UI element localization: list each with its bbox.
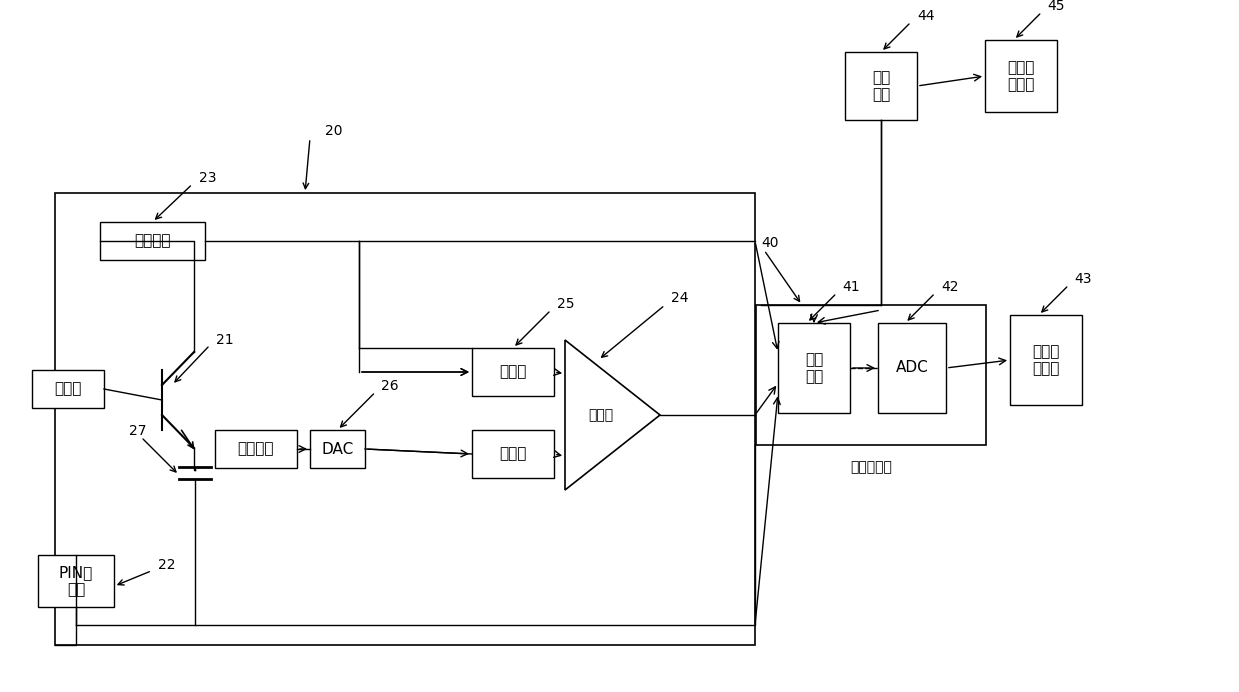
Bar: [216, 430, 297, 468]
Bar: [55, 193, 755, 645]
Bar: [1010, 315, 1082, 405]
Bar: [310, 430, 366, 468]
Text: 40: 40: [761, 236, 779, 250]
Text: 基准电压: 基准电压: [238, 441, 274, 457]
Text: 41: 41: [843, 280, 860, 294]
Text: 温度传
感芯片: 温度传 感芯片: [1007, 60, 1035, 92]
Text: 参考源: 参考源: [55, 381, 82, 397]
Bar: [985, 40, 1057, 112]
Text: 21: 21: [216, 333, 234, 347]
Text: 43: 43: [1074, 272, 1093, 286]
Bar: [756, 305, 986, 445]
Text: 42: 42: [942, 280, 959, 294]
Text: DAC: DAC: [321, 441, 353, 457]
Text: 44: 44: [917, 9, 934, 23]
Text: 控制
模块: 控制 模块: [872, 70, 890, 102]
Text: 26: 26: [382, 379, 399, 393]
Bar: [472, 348, 554, 396]
Bar: [778, 323, 850, 413]
Bar: [878, 323, 947, 413]
Text: 滤波电路: 滤波电路: [134, 233, 171, 248]
Text: 检波器: 检波器: [499, 365, 527, 379]
Text: 25: 25: [558, 297, 575, 311]
Text: 20: 20: [325, 124, 342, 138]
Text: 45: 45: [1048, 0, 1066, 13]
Text: PIN二
极管: PIN二 极管: [59, 565, 93, 597]
Text: 比较器: 比较器: [589, 408, 613, 422]
Bar: [100, 222, 204, 260]
Bar: [472, 430, 554, 478]
Text: 22: 22: [159, 558, 176, 572]
Bar: [845, 52, 917, 120]
Text: 检波器: 检波器: [499, 446, 527, 462]
Text: 数据采
集模块: 数据采 集模块: [1032, 344, 1059, 376]
Bar: [32, 370, 104, 408]
Bar: [38, 555, 114, 607]
Text: 射频
开关: 射频 开关: [805, 352, 823, 384]
Text: 23: 23: [198, 171, 216, 185]
Text: 射频输入端: 射频输入端: [850, 460, 892, 474]
Text: 27: 27: [130, 424, 147, 438]
Text: 24: 24: [672, 291, 689, 305]
Text: ADC: ADC: [896, 361, 928, 376]
